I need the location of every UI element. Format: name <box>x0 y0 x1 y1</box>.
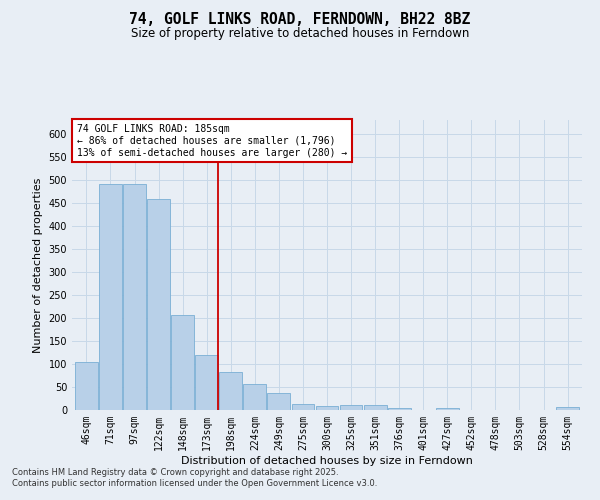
Y-axis label: Number of detached properties: Number of detached properties <box>33 178 43 352</box>
Bar <box>75 362 98 410</box>
Bar <box>244 384 266 410</box>
Bar <box>171 314 194 410</box>
Bar <box>220 372 242 410</box>
Bar <box>388 408 410 410</box>
Bar <box>436 408 459 410</box>
Text: 74 GOLF LINKS ROAD: 185sqm
← 86% of detached houses are smaller (1,796)
13% of s: 74 GOLF LINKS ROAD: 185sqm ← 86% of deta… <box>77 124 347 158</box>
Bar <box>195 355 218 410</box>
X-axis label: Distribution of detached houses by size in Ferndown: Distribution of detached houses by size … <box>181 456 473 466</box>
Bar <box>364 405 386 410</box>
Text: Size of property relative to detached houses in Ferndown: Size of property relative to detached ho… <box>131 28 469 40</box>
Text: 74, GOLF LINKS ROAD, FERNDOWN, BH22 8BZ: 74, GOLF LINKS ROAD, FERNDOWN, BH22 8BZ <box>130 12 470 28</box>
Bar <box>147 199 170 410</box>
Bar <box>123 184 146 410</box>
Bar <box>99 184 122 410</box>
Bar <box>556 407 579 410</box>
Bar <box>292 404 314 410</box>
Bar <box>268 392 290 410</box>
Bar <box>340 405 362 410</box>
Text: Contains HM Land Registry data © Crown copyright and database right 2025.
Contai: Contains HM Land Registry data © Crown c… <box>12 468 377 487</box>
Bar <box>316 406 338 410</box>
